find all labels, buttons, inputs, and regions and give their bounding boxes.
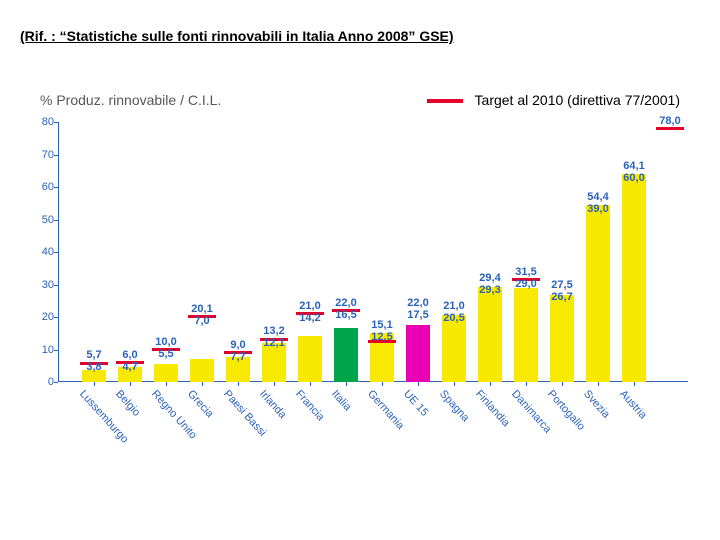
- target-value-label: 6,0: [113, 349, 147, 361]
- bar-value-label: 3,8: [77, 361, 111, 373]
- target-value-label: 21,0: [437, 300, 471, 312]
- bar-group: 13,212,1: [262, 122, 286, 382]
- legend-target-label: Target al 2010 (direttiva 77/2001): [475, 92, 680, 108]
- bar-value-label: 17,5: [401, 309, 435, 321]
- x-category-label: Irlanda: [257, 388, 288, 421]
- y-tick-label: 80: [30, 116, 54, 128]
- target-value-label: 27,5: [545, 279, 579, 291]
- x-category-label: Belgio: [113, 388, 142, 419]
- y-tick-label: 50: [30, 214, 54, 226]
- target-marker: [656, 127, 685, 130]
- x-category-label: Italia: [329, 388, 353, 413]
- target-value-label: 78,0: [653, 115, 687, 127]
- bar-value-label: 5,5: [149, 348, 183, 360]
- bar: [442, 315, 466, 382]
- bar-group: 29,429,3: [478, 122, 502, 382]
- bar-value-label: 16,5: [329, 309, 363, 321]
- target-value-label: 31,5: [509, 266, 543, 278]
- y-tick-label: 20: [30, 311, 54, 323]
- target-value-label: 9,0: [221, 339, 255, 351]
- target-value-label: 5,7: [77, 349, 111, 361]
- bar: [514, 288, 538, 382]
- target-value-label: 39,0: [581, 203, 615, 215]
- bar-value-label: 64,1: [617, 160, 651, 172]
- bar-group: 20,17,0: [190, 122, 214, 382]
- bar-value-label: 7,0: [185, 315, 219, 327]
- bar: [478, 287, 502, 382]
- bar-value-label: 20,5: [437, 312, 471, 324]
- x-category-label: Finlandia: [473, 388, 512, 429]
- bar-group: 21,014,2: [298, 122, 322, 382]
- bar-group: 6,04,7: [118, 122, 142, 382]
- x-category-label: Grecia: [185, 388, 216, 420]
- bar-group: 9,07,7: [226, 122, 250, 382]
- bar: [586, 205, 610, 382]
- bar-group: 22,016,5: [334, 122, 358, 382]
- bar: [406, 325, 430, 382]
- bar: [550, 295, 574, 382]
- bar-group: 64,160,0: [622, 122, 646, 382]
- target-value-label: 22,0: [401, 297, 435, 309]
- x-category-label: UE 15: [401, 388, 430, 419]
- x-category-label: Svezia: [581, 388, 612, 421]
- y-axis-title: % Produz. rinnovabile / C.I.L.: [40, 92, 221, 108]
- chart-plot-area: 010203040506070805,73,8Lussemburgo6,04,7…: [58, 122, 688, 382]
- bar-group: 21,020,5: [442, 122, 466, 382]
- bar-value-label: 14,2: [293, 312, 327, 324]
- bar-group: 15,112,5: [370, 122, 394, 382]
- bar-value-label: 29,0: [509, 278, 543, 290]
- bar-value-label: 15,1: [365, 319, 399, 331]
- bar: [154, 364, 178, 382]
- bar-group: 54,439,0: [586, 122, 610, 382]
- x-category-label: Francia: [293, 388, 326, 423]
- legend-target: Target al 2010 (direttiva 77/2001): [427, 92, 680, 108]
- bar-group: 5,73,8: [82, 122, 106, 382]
- legend-swatch-target: [427, 99, 463, 103]
- target-value-label: 10,0: [149, 336, 183, 348]
- bar: [298, 336, 322, 382]
- bar: [190, 359, 214, 382]
- bar-value-label: 12,1: [257, 337, 291, 349]
- bar: [622, 174, 646, 382]
- y-tick-label: 60: [30, 181, 54, 193]
- target-value-label: 29,4: [473, 272, 507, 284]
- bar-group: 78,0: [658, 122, 682, 382]
- y-axis: [58, 122, 59, 382]
- bar: [334, 328, 358, 382]
- y-tick-label: 40: [30, 246, 54, 258]
- bar-value-label: 54,4: [581, 191, 615, 203]
- bar-group: 27,526,7: [550, 122, 574, 382]
- target-value-label: 20,1: [185, 303, 219, 315]
- target-value-label: 21,0: [293, 300, 327, 312]
- bar-value-label: 7,7: [221, 351, 255, 363]
- bar-group: 31,529,0: [514, 122, 538, 382]
- y-tick-label: 70: [30, 149, 54, 161]
- y-tick-label: 0: [30, 376, 54, 388]
- bar-value-label: 26,7: [545, 291, 579, 303]
- target-value-label: 13,2: [257, 325, 291, 337]
- y-tick-label: 30: [30, 279, 54, 291]
- bar-value-label: 29,3: [473, 284, 507, 296]
- bar-group: 22,017,5: [406, 122, 430, 382]
- bar-group: 10,05,5: [154, 122, 178, 382]
- target-value-label: 12,5: [365, 331, 399, 343]
- x-category-label: Germania: [365, 388, 406, 432]
- x-category-label: Spagna: [437, 388, 471, 424]
- x-category-label: Austria: [617, 388, 649, 421]
- reference-citation: (Rif. : “Statistiche sulle fonti rinnova…: [20, 28, 454, 44]
- target-value-label: 22,0: [329, 297, 363, 309]
- target-value-label: 60,0: [617, 172, 651, 184]
- bar-value-label: 4,7: [113, 361, 147, 373]
- y-tick-label: 10: [30, 344, 54, 356]
